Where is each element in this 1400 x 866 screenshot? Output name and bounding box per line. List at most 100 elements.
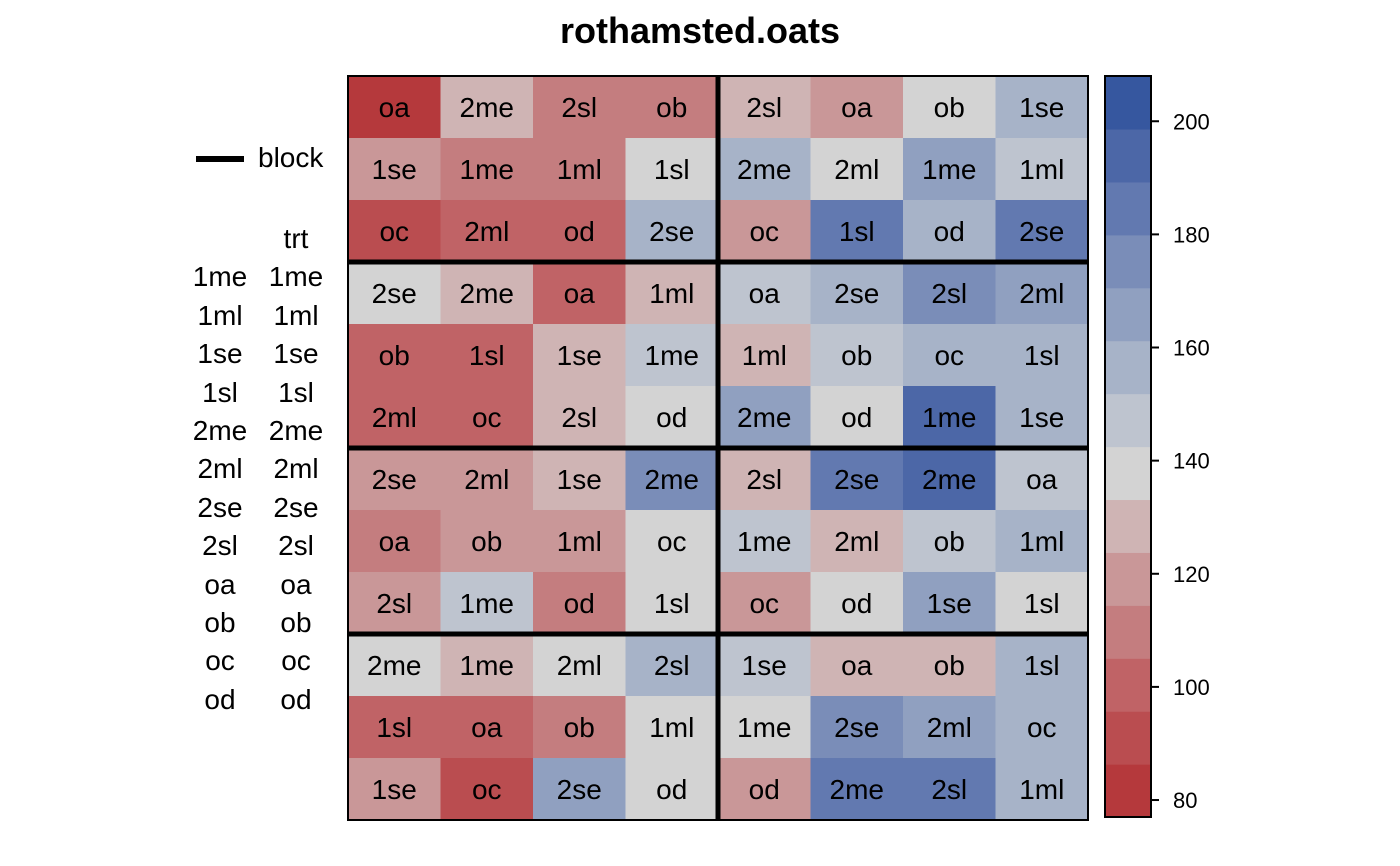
trt-level-label: 1se [197, 338, 243, 370]
colorbar-swatch [1105, 605, 1151, 659]
heatmap-cell [625, 758, 719, 821]
heatmap-cell [440, 76, 534, 139]
heatmap-cell [625, 448, 719, 511]
heatmap-cell [995, 448, 1089, 511]
heatmap-cell [995, 262, 1089, 325]
trt-level-label: oc [205, 645, 235, 677]
cell-label: 2ml [834, 154, 879, 185]
cell-label: 1me [460, 154, 514, 185]
heatmap-cell [810, 696, 904, 759]
heatmap-cell [718, 324, 812, 387]
heatmap-cell [718, 76, 812, 139]
trt-level-label: 2ml [197, 453, 243, 485]
heatmap-cell [440, 634, 534, 697]
cell-label: od [656, 774, 687, 805]
cell-label: ob [934, 92, 965, 123]
cell-label: 2se [372, 464, 417, 495]
trt-level-value: 1ml [273, 299, 319, 331]
heatmap-cell [625, 76, 719, 139]
block-lines [347, 75, 1089, 821]
heatmap-cell [903, 696, 997, 759]
trt-legend-row: 1sl 1sl [182, 374, 334, 412]
cell-label: 2ml [464, 216, 509, 247]
cell-label: od [841, 588, 872, 619]
trt-header: trt [283, 223, 309, 254]
trt-legend-row: 1ml 1ml [182, 297, 334, 335]
heatmap-cell [903, 510, 997, 573]
block-legend-line [196, 156, 244, 162]
trt-header-row: trt [182, 220, 334, 258]
cell-label: 1me [737, 712, 791, 743]
heatmap-cell [903, 138, 997, 201]
trt-level-value: 2sl [278, 530, 314, 562]
cell-label: 2me [460, 278, 514, 309]
trt-level-value: 1se [273, 338, 319, 370]
heatmap-cell [440, 324, 534, 387]
cell-label: ob [379, 340, 410, 371]
cell-label: 1sl [654, 154, 690, 185]
cell-label: 2me [922, 464, 976, 495]
cell-label: 1se [557, 464, 602, 495]
cell-label: ob [471, 526, 502, 557]
heatmap-cell [625, 324, 719, 387]
heatmap-cell [903, 324, 997, 387]
heatmap-cell [995, 138, 1089, 201]
cell-label: oa [749, 278, 781, 309]
colorbar-swatch [1105, 499, 1151, 553]
heatmap-cell [718, 510, 812, 573]
heatmap-cell [533, 386, 627, 449]
heatmap-cell [625, 696, 719, 759]
heatmap-cell [810, 200, 904, 263]
colorbar-frame [1104, 75, 1152, 818]
block-legend: block [196, 142, 346, 178]
heatmap-cells: oa 2me 2sl ob 2sl oa ob 1se 1se 1me 1ml 1sl 2me 2ml 1m… [348, 76, 1089, 821]
heatmap-cell [718, 758, 812, 821]
heatmap-cell [533, 324, 627, 387]
cell-label: 1se [372, 154, 417, 185]
cell-label: 2sl [561, 92, 597, 123]
cell-label: od [564, 216, 595, 247]
trt-legend-row: oc oc [182, 642, 334, 680]
cell-label: 2me [830, 774, 884, 805]
cell-label: 2ml [372, 402, 417, 433]
cell-label: 2me [645, 464, 699, 495]
cell-label: 2ml [927, 712, 972, 743]
heatmap-cell [995, 696, 1089, 759]
heatmap-cell [903, 76, 997, 139]
heatmap-cell [348, 200, 442, 263]
cell-label: 2me [460, 92, 514, 123]
colorbar-tick-label: 100 [1173, 675, 1210, 700]
cell-label: 1ml [649, 278, 694, 309]
trt-level-label: ob [204, 606, 236, 638]
cell-label: 1ml [1019, 774, 1064, 805]
colorbar-swatch [1105, 393, 1151, 448]
heatmap-cell [903, 448, 997, 511]
colorbar-swatch [1105, 552, 1151, 606]
trt-legend-row: 1me 1me [182, 258, 334, 296]
cell-label: 1ml [649, 712, 694, 743]
cell-label: 2ml [1019, 278, 1064, 309]
colorbar-tick-label: 180 [1173, 222, 1210, 247]
cell-label: 1me [645, 340, 699, 371]
heatmap-cell [440, 758, 534, 821]
colorbar-swatch [1105, 181, 1151, 236]
cell-label: 2sl [654, 650, 690, 681]
colorbar-tick-label: 140 [1173, 449, 1210, 474]
trt-level-label: od [204, 683, 236, 715]
trt-legend-row: 1se 1se [182, 335, 334, 373]
heatmap-cell [995, 386, 1089, 449]
trt-level-value: ob [280, 606, 312, 638]
cell-label: oc [749, 216, 779, 247]
trt-level-value: 1me [268, 261, 324, 293]
colorbar-tick-label: 120 [1173, 562, 1210, 587]
heatmap-cell [810, 448, 904, 511]
cell-label: 1me [737, 526, 791, 557]
heatmap-cell [995, 76, 1089, 139]
heatmap-cell [718, 572, 812, 635]
heatmap-cell [348, 758, 442, 821]
cell-label: 2sl [931, 278, 967, 309]
cell-label: oa [841, 92, 873, 123]
cell-label: 1ml [557, 526, 602, 557]
heatmap-cell [533, 448, 627, 511]
cell-label: 1se [372, 774, 417, 805]
